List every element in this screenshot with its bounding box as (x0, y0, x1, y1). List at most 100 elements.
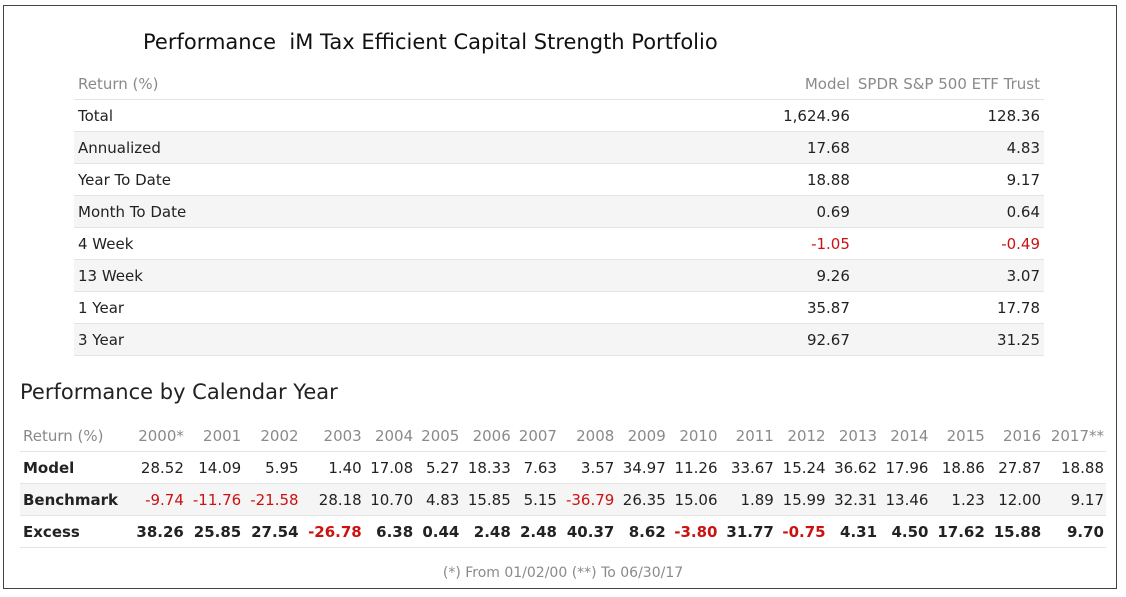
row-label: Total (74, 99, 708, 132)
year-value: 40.37 (558, 515, 617, 548)
year-header: 2014 (879, 420, 931, 452)
year-value: 11.26 (667, 451, 720, 484)
year-value: 1.89 (719, 483, 776, 516)
year-value: 18.33 (461, 451, 513, 484)
benchmark-value: 3.07 (853, 259, 1044, 292)
year-header: 2017** (1043, 420, 1106, 452)
page-title: Performance iM Tax Efficient Capital Str… (143, 30, 718, 54)
year-header: 2013 (827, 420, 880, 452)
row-label: Model (20, 451, 130, 484)
year-value: 9.17 (1043, 483, 1106, 516)
year-value: 33.67 (719, 451, 776, 484)
calendar-row-model: Model 28.52 14.09 5.95 1.40 17.08 5.27 18.33 7.6… (20, 451, 1106, 484)
year-header: 2000* (129, 420, 186, 452)
year-value: 36.62 (827, 451, 880, 484)
year-value: 15.99 (775, 483, 828, 516)
year-value: 4.50 (879, 515, 931, 548)
year-value: 5.15 (512, 483, 559, 516)
year-header: 2012 (775, 420, 828, 452)
table-row: Annualized 17.68 4.83 (74, 131, 1044, 164)
year-value: 1.23 (930, 483, 987, 516)
year-value: -0.75 (775, 515, 828, 548)
summary-header-row: Return (%) Model SPDR S&P 500 ETF Trust (74, 68, 1044, 100)
row-label: Year To Date (74, 163, 708, 196)
table-row: 13 Week 9.26 3.07 (74, 259, 1044, 292)
year-value: 28.18 (300, 483, 364, 516)
year-value: 7.63 (512, 451, 559, 484)
year-value: 2.48 (461, 515, 513, 548)
model-value: 1,624.96 (707, 99, 854, 132)
table-row: 3 Year 92.67 31.25 (74, 323, 1044, 356)
table-row: 4 Week -1.05 -0.49 (74, 227, 1044, 260)
model-value: 0.69 (707, 195, 854, 228)
year-value: 25.85 (185, 515, 244, 548)
year-value: -11.76 (185, 483, 244, 516)
year-value: 38.26 (129, 515, 186, 548)
year-value: 4.31 (827, 515, 880, 548)
year-value: 6.38 (363, 515, 416, 548)
year-value: 8.62 (616, 515, 668, 548)
benchmark-value: 128.36 (853, 99, 1044, 132)
year-header: 2004 (363, 420, 416, 452)
benchmark-value: -0.49 (853, 227, 1044, 260)
year-value: 2.48 (512, 515, 559, 548)
year-header: 2016 (986, 420, 1044, 452)
year-value: -3.80 (667, 515, 720, 548)
year-value: 5.27 (415, 451, 462, 484)
benchmark-value: 9.17 (853, 163, 1044, 196)
year-header: 2007 (512, 420, 559, 452)
year-value: 3.57 (558, 451, 617, 484)
year-value: 17.96 (879, 451, 931, 484)
header-model: Model (707, 68, 854, 100)
row-label: Excess (20, 515, 130, 548)
model-value: 35.87 (707, 291, 854, 324)
model-value: 17.68 (707, 131, 854, 164)
year-header: 2015 (930, 420, 987, 452)
calendar-header-label: Return (%) (20, 420, 130, 452)
row-label: 1 Year (74, 291, 708, 324)
row-label: Month To Date (74, 195, 708, 228)
year-value: 28.52 (129, 451, 186, 484)
calendar-row-benchmark: Benchmark -9.74 -11.76 -21.58 28.18 10.70 4.83… (20, 483, 1106, 516)
year-header: 2010 (667, 420, 720, 452)
header-benchmark: SPDR S&P 500 ETF Trust (853, 68, 1044, 100)
year-value: 9.70 (1043, 515, 1106, 548)
report-frame (3, 5, 1117, 589)
year-value: 32.31 (827, 483, 880, 516)
model-value: -1.05 (707, 227, 854, 260)
year-value: 14.09 (185, 451, 244, 484)
year-value: 27.54 (243, 515, 301, 548)
year-value: -21.58 (243, 483, 301, 516)
year-header: 2009 (616, 420, 668, 452)
year-value: 15.88 (986, 515, 1044, 548)
summary-table: Return (%) Model SPDR S&P 500 ETF Trust … (74, 68, 1044, 356)
benchmark-value: 31.25 (853, 323, 1044, 356)
table-row: Year To Date 18.88 9.17 (74, 163, 1044, 196)
benchmark-value: 0.64 (853, 195, 1044, 228)
calendar-section-title: Performance by Calendar Year (20, 380, 338, 404)
year-value: 31.77 (719, 515, 776, 548)
row-label: 3 Year (74, 323, 708, 356)
year-value: -26.78 (300, 515, 364, 548)
year-value: 15.24 (775, 451, 828, 484)
year-value: 26.35 (616, 483, 668, 516)
table-row: Month To Date 0.69 0.64 (74, 195, 1044, 228)
year-header: 2003 (300, 420, 364, 452)
table-row: Total 1,624.96 128.36 (74, 99, 1044, 132)
year-value: 5.95 (243, 451, 301, 484)
year-header: 2008 (558, 420, 617, 452)
model-value: 9.26 (707, 259, 854, 292)
year-header: 2002 (243, 420, 301, 452)
year-value: 15.85 (461, 483, 513, 516)
row-label: Benchmark (20, 483, 130, 516)
year-header: 2005 (415, 420, 462, 452)
year-header: 2001 (185, 420, 244, 452)
row-label: 4 Week (74, 227, 708, 260)
year-header: 2011 (719, 420, 776, 452)
benchmark-value: 17.78 (853, 291, 1044, 324)
year-value: 15.06 (667, 483, 720, 516)
table-row: 1 Year 35.87 17.78 (74, 291, 1044, 324)
benchmark-value: 4.83 (853, 131, 1044, 164)
year-value: 17.08 (363, 451, 416, 484)
year-value: 17.62 (930, 515, 987, 548)
